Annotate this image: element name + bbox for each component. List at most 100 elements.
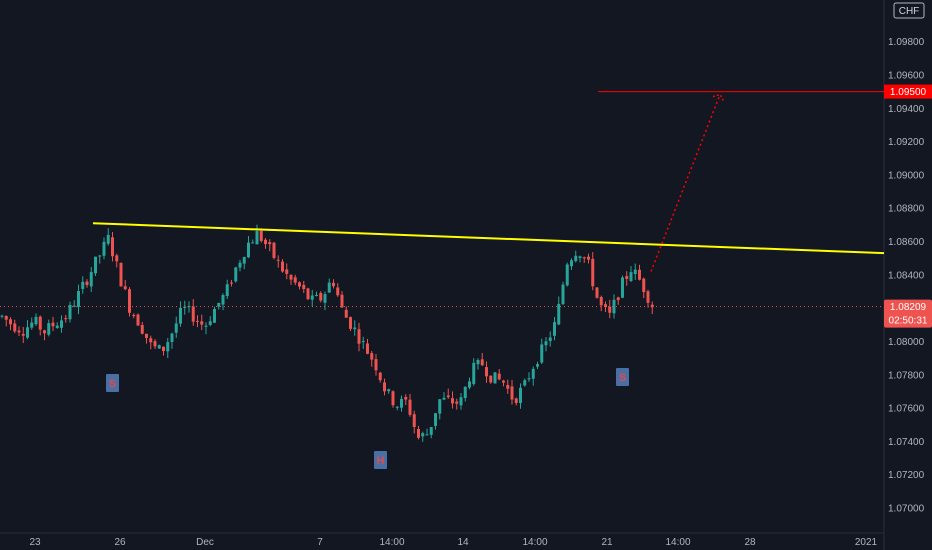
candle	[591, 252, 595, 291]
candle	[429, 427, 433, 439]
candle-body	[43, 330, 46, 334]
candle	[438, 399, 442, 420]
candle-body	[0, 315, 4, 317]
candle	[548, 331, 552, 347]
candle	[349, 316, 352, 332]
price-tick-label: 1.07600	[888, 404, 925, 415]
candle-body	[323, 294, 327, 303]
projection-arrow-head	[712, 93, 725, 102]
currency-badge[interactable]: CHF	[893, 2, 925, 19]
candle	[264, 238, 267, 249]
candle	[132, 313, 136, 319]
candle	[421, 431, 425, 442]
candle	[493, 372, 497, 384]
candle	[353, 320, 357, 336]
candle-body	[446, 395, 450, 398]
candle	[302, 280, 306, 293]
candle-body	[268, 242, 272, 245]
candle-body	[438, 399, 442, 414]
candle-body	[115, 255, 119, 262]
candle-body	[646, 291, 650, 303]
candle	[395, 406, 399, 411]
candle-body	[480, 359, 484, 366]
candle	[13, 319, 17, 334]
candle-body	[612, 299, 616, 314]
candle-body	[548, 337, 552, 342]
candle-body	[621, 277, 624, 298]
candle-body	[111, 237, 114, 257]
candle-body	[599, 297, 603, 306]
candle	[468, 377, 471, 390]
price-tick-label: 1.09400	[888, 104, 925, 115]
candle-body	[565, 264, 569, 286]
candle	[259, 228, 263, 243]
candle	[557, 296, 561, 326]
candle	[315, 291, 318, 297]
candle	[570, 258, 573, 270]
candle	[306, 287, 310, 301]
candle	[587, 253, 590, 264]
candle-body	[633, 269, 637, 274]
candle	[646, 289, 650, 308]
time-tick-label: 28	[744, 537, 756, 548]
candle-body	[51, 322, 55, 327]
candle	[17, 326, 21, 336]
time-tick-label: 14	[457, 537, 469, 548]
candlestick-series	[0, 224, 654, 442]
candle	[60, 315, 63, 333]
candle-body	[247, 242, 250, 258]
candle	[98, 254, 102, 264]
candle-body	[60, 320, 63, 328]
candle	[208, 316, 212, 327]
candle	[344, 306, 348, 318]
candle	[561, 281, 565, 306]
candle	[213, 306, 216, 323]
candle	[327, 278, 331, 293]
candle-body	[102, 241, 106, 256]
pattern-label-bg	[374, 451, 387, 469]
candle	[272, 242, 276, 260]
candle	[540, 338, 544, 365]
candle-body	[591, 258, 595, 287]
candle-body	[400, 398, 403, 408]
candle-body	[642, 278, 646, 293]
candle	[119, 262, 123, 287]
candle	[472, 358, 476, 386]
candle-body	[502, 380, 505, 383]
candle-body	[519, 387, 522, 403]
time-tick-label: 14:00	[522, 537, 547, 548]
candle	[629, 266, 633, 282]
candle	[255, 224, 259, 245]
candle	[506, 379, 510, 394]
candle-body	[238, 262, 242, 268]
candle	[123, 279, 127, 291]
candle-body	[570, 260, 573, 267]
candle	[21, 326, 25, 344]
candle-body	[361, 341, 365, 343]
candle	[417, 425, 420, 440]
candle	[85, 279, 89, 288]
candle-body	[64, 318, 68, 320]
candle	[510, 379, 514, 405]
candle-body	[276, 259, 280, 261]
candle-body	[264, 239, 267, 245]
candle-body	[157, 345, 161, 349]
candle	[225, 279, 229, 300]
candle	[374, 354, 378, 376]
candle-body	[540, 344, 544, 363]
plot-area[interactable]	[0, 0, 884, 533]
candle	[268, 239, 272, 252]
candle	[276, 255, 280, 268]
candle	[64, 314, 68, 323]
candle	[357, 322, 361, 352]
candle-body	[638, 269, 641, 280]
candle	[234, 266, 238, 283]
candle-body	[553, 322, 556, 336]
candle-body	[344, 309, 348, 318]
target-price-tag: 1.09500	[884, 84, 932, 99]
candle-body	[94, 256, 97, 274]
candle	[595, 287, 599, 299]
neckline	[92, 222, 885, 255]
candle-body	[306, 288, 310, 300]
